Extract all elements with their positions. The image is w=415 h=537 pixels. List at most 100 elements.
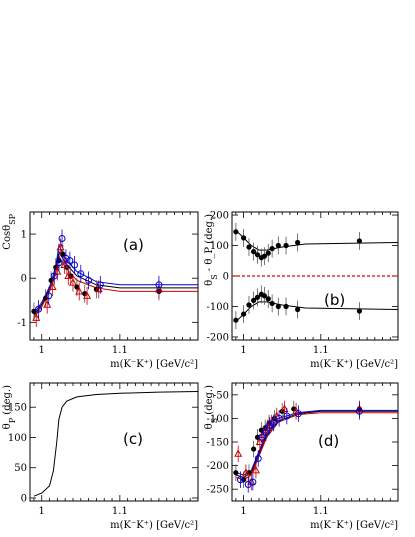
y-tick-label: -200 bbox=[207, 461, 229, 472]
panel-label: (d) bbox=[318, 432, 339, 450]
data-point-open-triangle bbox=[75, 286, 84, 295]
plot-area bbox=[31, 229, 198, 327]
data-point-open-circle bbox=[275, 414, 283, 422]
data-point-open-triangle bbox=[255, 437, 264, 445]
data-point-filled bbox=[275, 303, 281, 310]
data-point-filled bbox=[246, 302, 252, 308]
data-point-filled bbox=[265, 296, 271, 302]
data-point-open-triangle bbox=[251, 465, 260, 474]
panel-label: (a) bbox=[123, 236, 144, 254]
data-point-open-circle bbox=[50, 272, 58, 280]
plot-frame bbox=[29, 382, 199, 502]
data-point-open-circle bbox=[262, 429, 270, 437]
data-point-open-circle bbox=[294, 410, 302, 418]
x-tick-label: 1.1 bbox=[313, 345, 329, 356]
data-point-open-circle bbox=[62, 254, 70, 262]
data-point-open-circle bbox=[266, 421, 274, 429]
x-axis-label: m(K⁻K⁺) [GeV/c²] bbox=[110, 520, 198, 531]
y-tick-label: 200 bbox=[210, 211, 229, 222]
data-point-filled bbox=[254, 434, 261, 440]
data-point-open-triangle bbox=[234, 449, 243, 457]
data-point-open-triangle bbox=[48, 282, 57, 291]
data-point-filled bbox=[31, 308, 37, 314]
x-axis-label: m(K⁻K⁺) [GeV/c²] bbox=[110, 359, 198, 370]
data-point-open-circle bbox=[155, 281, 163, 289]
data-point-filled bbox=[233, 470, 239, 476]
fit-curve bbox=[235, 229, 398, 251]
data-point-filled bbox=[74, 284, 80, 290]
data-point-filled bbox=[261, 293, 268, 299]
data-point-filled bbox=[269, 300, 275, 307]
y-axis-label: θP (deg.) bbox=[2, 385, 17, 429]
data-point-filled bbox=[261, 253, 268, 259]
x-axis-label: m(K⁻K⁺) [GeV/c²] bbox=[310, 520, 398, 531]
data-point-open-circle bbox=[77, 270, 85, 278]
data-point-filled bbox=[295, 306, 301, 313]
data-point-filled bbox=[254, 294, 261, 300]
panel-b: 1 1.1 -200 -100 0 100 200 m(K⁻K⁺) [GeV/c²] θS - … bbox=[204, 211, 399, 370]
data-point-filled bbox=[233, 317, 239, 323]
data-point-open-circle bbox=[258, 433, 266, 441]
data-point-filled bbox=[356, 308, 362, 314]
y-tick-label: -100 bbox=[207, 302, 229, 313]
data-point-filled bbox=[240, 311, 247, 317]
data-point-open-circle bbox=[249, 478, 257, 486]
y-tick-label: -100 bbox=[207, 414, 229, 425]
data-point-open-circle bbox=[35, 305, 43, 313]
panel-d: 1 1.1 -50 -100 -150 -200 -250 m(K⁻K⁺) [GeV/c²] θ… bbox=[204, 382, 399, 531]
x-tick-label: 1.1 bbox=[112, 345, 128, 356]
data-point-filled bbox=[269, 245, 275, 252]
data-point-open-circle bbox=[58, 234, 66, 242]
y-tick-label: 1 bbox=[21, 230, 27, 241]
panel-a: 1 1.1 -1 0 1 m(K⁻K⁺) [GeV/c²] CosθSP (a) bbox=[2, 211, 199, 370]
panel-label: (b) bbox=[324, 291, 345, 309]
x-axis-label: m(K⁻K⁺) [GeV/c²] bbox=[310, 359, 398, 370]
plot-area bbox=[232, 222, 398, 330]
data-point-open-triangle bbox=[241, 468, 250, 476]
data-point-open-circle bbox=[355, 407, 363, 415]
plot-area bbox=[33, 391, 198, 497]
data-point-filled bbox=[251, 446, 257, 452]
plot-area bbox=[233, 400, 398, 493]
data-point-open-circle bbox=[270, 419, 278, 427]
data-point-open-triangle bbox=[280, 404, 289, 412]
y-tick-label: 0 bbox=[223, 272, 229, 283]
data-point-filled bbox=[283, 303, 289, 310]
data-point-filled bbox=[265, 250, 271, 256]
y-tick-label: 150 bbox=[8, 403, 27, 414]
x-tick-label: 1 bbox=[39, 345, 45, 356]
data-point-open-triangle bbox=[83, 291, 92, 299]
data-point-filled bbox=[356, 238, 362, 244]
data-point-open-circle bbox=[55, 259, 63, 267]
data-point-open-circle bbox=[96, 281, 104, 289]
data-point-open-circle bbox=[254, 455, 262, 463]
data-point-open-circle bbox=[283, 412, 291, 420]
fit-curve bbox=[235, 412, 398, 481]
y-tick-label: -200 bbox=[207, 332, 229, 343]
x-tick-label: 1 bbox=[240, 506, 246, 517]
panel-label: (c) bbox=[123, 430, 143, 448]
x-tick-label: 1.1 bbox=[112, 506, 128, 517]
data-point-filled bbox=[295, 239, 301, 246]
data-point-open-triangle bbox=[64, 271, 73, 279]
data-point-filled bbox=[233, 229, 239, 235]
y-tick-label: 50 bbox=[14, 463, 27, 474]
x-tick-label: 1 bbox=[39, 506, 45, 517]
data-point-open-circle bbox=[66, 257, 74, 265]
data-point-open-circle bbox=[85, 276, 93, 284]
panel-c: 1 1.1 0 50 100 150 m(K⁻K⁺) [GeV/c²] θP (deg.) (c… bbox=[2, 382, 199, 531]
data-point-open-triangle bbox=[32, 313, 41, 321]
y-tick-label: 0 bbox=[21, 493, 27, 504]
data-point-open-circle bbox=[236, 476, 244, 484]
fit-curve bbox=[235, 409, 398, 476]
y-tick-label: -250 bbox=[207, 485, 229, 496]
plot-frame bbox=[231, 382, 399, 502]
y-axis-label: θS - θ_P (deg.) bbox=[204, 214, 219, 286]
data-point-open-triangle bbox=[68, 278, 78, 286]
y-tick-label: -50 bbox=[213, 390, 229, 401]
data-point-filled bbox=[283, 242, 289, 249]
fit-curve bbox=[235, 301, 398, 323]
x-tick-label: 1.1 bbox=[313, 506, 329, 517]
data-point-filled bbox=[246, 244, 252, 250]
data-point-open-circle bbox=[45, 292, 53, 300]
